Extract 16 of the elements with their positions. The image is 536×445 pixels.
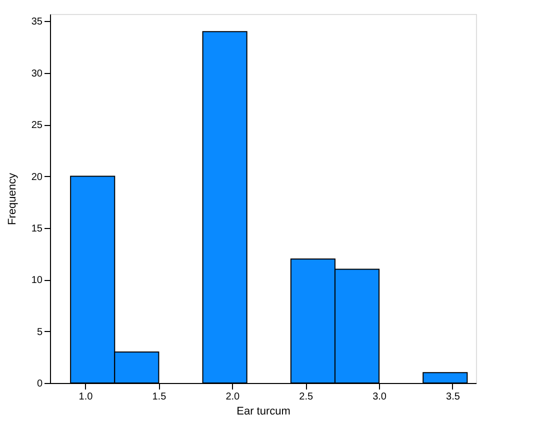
y-tick-label: 20 <box>31 172 43 183</box>
y-tick-label: 25 <box>31 120 43 132</box>
x-tick-label: 2.0 <box>226 392 240 402</box>
x-tick-label: 1.5 <box>152 392 167 402</box>
y-axis-title: Frequency <box>6 172 18 225</box>
x-axis-title: Ear turcum <box>236 406 290 418</box>
y-tick-label: 15 <box>31 223 43 234</box>
y-tick-label: 0 <box>36 378 43 390</box>
y-tick-label: 5 <box>36 326 43 338</box>
x-tick-label: 3.5 <box>446 392 460 402</box>
x-tick-label: 2.5 <box>299 392 314 402</box>
y-tick-label: 10 <box>31 275 43 286</box>
y-tick-label: 35 <box>31 16 43 28</box>
x-tick-label: 3.0 <box>372 392 387 402</box>
y-tick-label: 30 <box>31 68 43 80</box>
x-tick-label: 1.0 <box>78 392 94 402</box>
